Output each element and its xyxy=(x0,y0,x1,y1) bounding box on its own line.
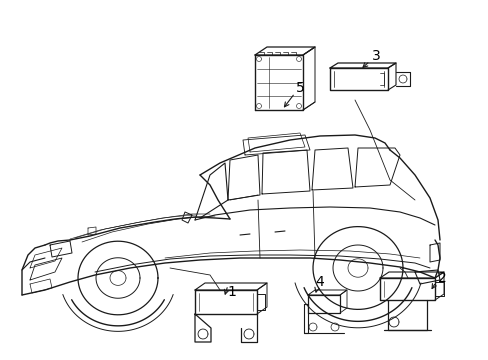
Text: 5: 5 xyxy=(295,81,304,95)
Text: 2: 2 xyxy=(437,271,446,285)
Text: 3: 3 xyxy=(371,49,380,63)
Text: 1: 1 xyxy=(227,285,236,299)
Text: 4: 4 xyxy=(315,275,324,289)
